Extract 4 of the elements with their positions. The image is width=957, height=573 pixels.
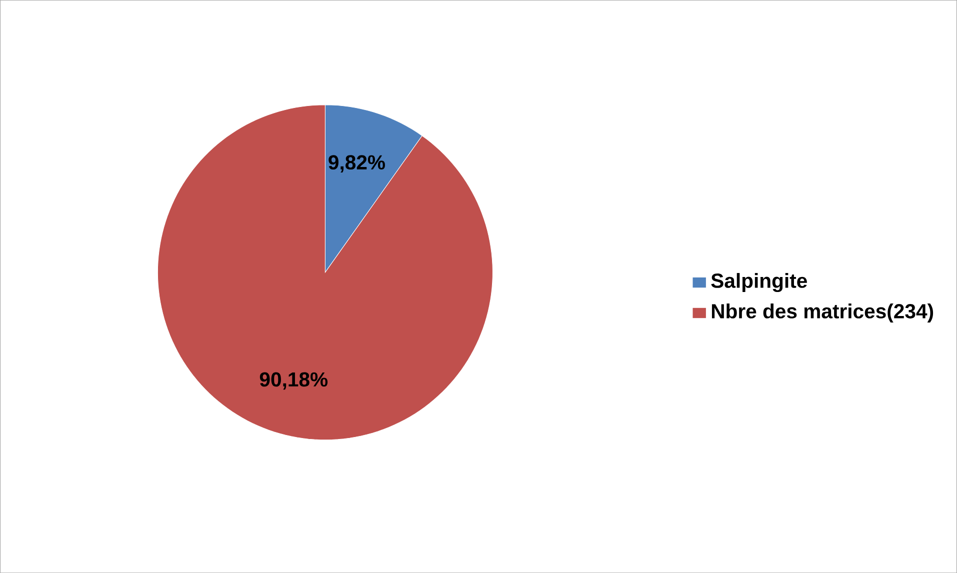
legend-label: Nbre des matrices(234): [712, 303, 934, 322]
legend-label: Salpingite: [711, 272, 807, 292]
data-label: 90,18%: [260, 372, 328, 390]
data-label: 9,82%: [328, 155, 385, 172]
